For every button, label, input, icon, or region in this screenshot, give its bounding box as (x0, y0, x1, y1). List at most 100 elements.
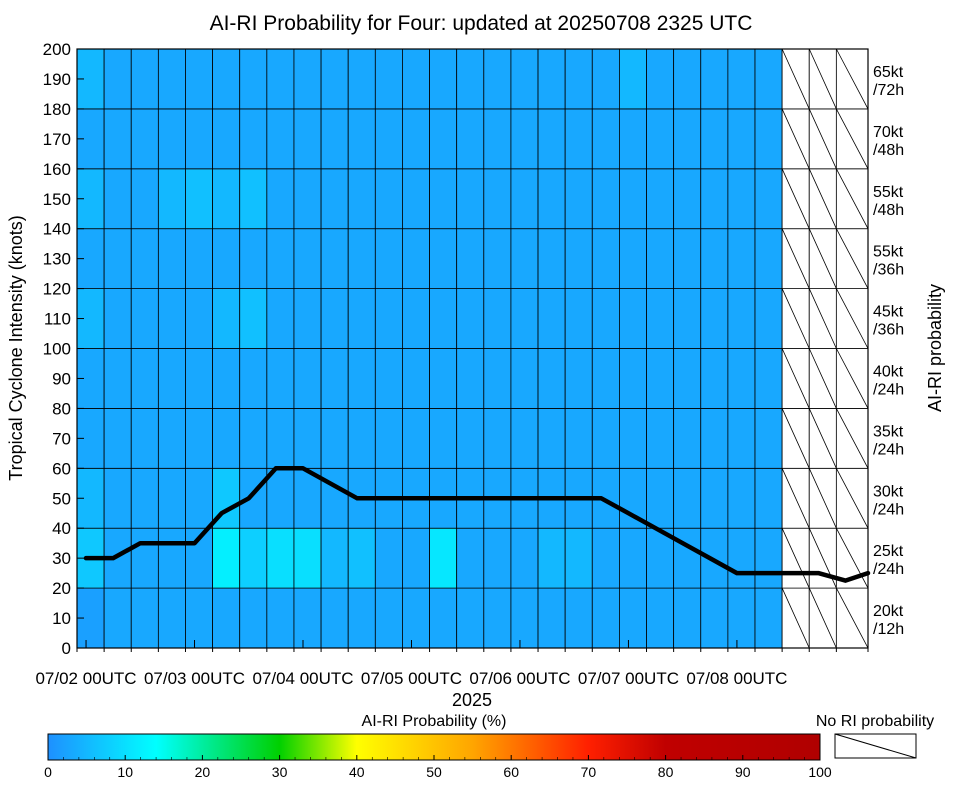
heatmap-cell (402, 108, 430, 170)
heatmap-cell (646, 587, 675, 649)
heatmap-cell (212, 407, 241, 469)
heatmap-cell (402, 587, 430, 649)
row-label-period: /12h (873, 621, 904, 638)
row-label-speed: 20kt (873, 603, 904, 620)
heatmap-cell (727, 228, 756, 289)
row-label-period: /48h (873, 142, 904, 159)
heatmap-cell (293, 527, 322, 589)
heatmap-cell (402, 527, 430, 589)
y-tick-label: 10 (52, 609, 71, 628)
heatmap-cell (185, 587, 213, 649)
heatmap-cell (239, 587, 268, 649)
row-label-speed: 45kt (873, 304, 904, 321)
heatmap-cell (591, 168, 620, 230)
heatmap-cell (429, 407, 458, 469)
heatmap-cell (103, 48, 132, 110)
no-ri-hatch (836, 288, 869, 349)
heatmap-cell (619, 407, 647, 469)
heatmap-cell (673, 467, 702, 529)
heatmap-cell (374, 108, 403, 170)
no-ri-hatch (836, 408, 869, 469)
heatmap-cell (130, 228, 159, 289)
heatmap-cell (293, 348, 322, 409)
heatmap-cell (402, 348, 430, 409)
heatmap-cell (564, 407, 593, 469)
heatmap-cell (537, 168, 566, 230)
heatmap-cell (429, 348, 458, 409)
colorbar-tick-label: 40 (349, 764, 365, 780)
no-ri-hatch (836, 228, 869, 289)
heatmap-cell (673, 348, 702, 409)
y-tick-label: 170 (43, 130, 71, 149)
colorbar-tick-label: 100 (808, 764, 832, 780)
no-ri-cells (781, 48, 869, 649)
heatmap-cell (754, 467, 783, 529)
heatmap-cell (239, 407, 268, 469)
heatmap-cell (157, 228, 186, 289)
heatmap-cell (239, 168, 268, 230)
heatmap-cell (130, 108, 159, 170)
heatmap-cell (103, 228, 132, 289)
heatmap-cell (673, 228, 702, 289)
heatmap-cell (700, 348, 729, 409)
heatmap-cell (510, 527, 539, 589)
heatmap-cell (591, 288, 620, 349)
heatmap-cell (510, 348, 539, 409)
heatmap-cell (619, 108, 647, 170)
heatmap-cell (212, 228, 241, 289)
heatmap-cell (700, 467, 729, 529)
heatmap-cell (429, 48, 458, 110)
heatmap-cell (320, 48, 349, 110)
no-ri-hatch (781, 468, 810, 529)
heatmap-cell (239, 228, 268, 289)
heatmap-cell (374, 48, 403, 110)
no-ri-hatch (781, 587, 810, 649)
no-ri-hatch (808, 228, 837, 289)
heatmap-cell (429, 288, 458, 349)
heatmap-cell (483, 587, 512, 649)
heatmap-cell (157, 407, 186, 469)
no-ri-hatch (808, 168, 837, 229)
heatmap-cell (293, 108, 322, 170)
no-ri-hatch (781, 108, 810, 169)
no-ri-hatch (781, 48, 810, 110)
y-tick-label: 40 (52, 519, 71, 538)
no-ri-hatch (836, 468, 869, 529)
heatmap-cell (212, 168, 241, 230)
no-ri-hatch (781, 288, 810, 349)
row-label-period: /36h (873, 322, 904, 339)
heatmap-cell (727, 348, 756, 409)
heatmap-cell (483, 228, 512, 289)
heatmap-cell (754, 108, 783, 170)
heatmap-cell (157, 288, 186, 349)
heatmap-cell (239, 48, 268, 110)
heatmap-cell (591, 527, 620, 589)
heatmap-cell (347, 108, 376, 170)
colorbar-tick-label: 60 (503, 764, 519, 780)
heatmap-cell (727, 587, 756, 649)
heatmap-cell (619, 168, 647, 230)
row-label-speed: 25kt (873, 543, 904, 560)
no-ri-hatch (808, 348, 837, 409)
no-ri-legend-label: No RI probability (816, 713, 934, 730)
heatmap-cell (320, 168, 349, 230)
heatmap-cell (537, 587, 566, 649)
heatmap-cell (402, 228, 430, 289)
colorbar-tick-label: 10 (117, 764, 133, 780)
no-ri-hatch (781, 408, 810, 469)
x-tick-label: 07/06 00UTC (469, 669, 570, 688)
heatmap-cell (347, 48, 376, 110)
heatmap-cell (185, 168, 213, 230)
y-tick-label: 120 (43, 280, 71, 299)
heatmap-cell (727, 467, 756, 529)
heatmap-cell (103, 288, 132, 349)
heatmap-cell (564, 587, 593, 649)
heatmap-cell (239, 467, 268, 529)
heatmap-cell (185, 228, 213, 289)
y-tick-label: 110 (44, 310, 71, 329)
heatmap-cell (320, 527, 349, 589)
heatmap-cell (429, 587, 458, 649)
y-tick-label: 130 (43, 250, 71, 269)
heatmap-cell (483, 527, 512, 589)
heatmap-cell (727, 527, 756, 589)
